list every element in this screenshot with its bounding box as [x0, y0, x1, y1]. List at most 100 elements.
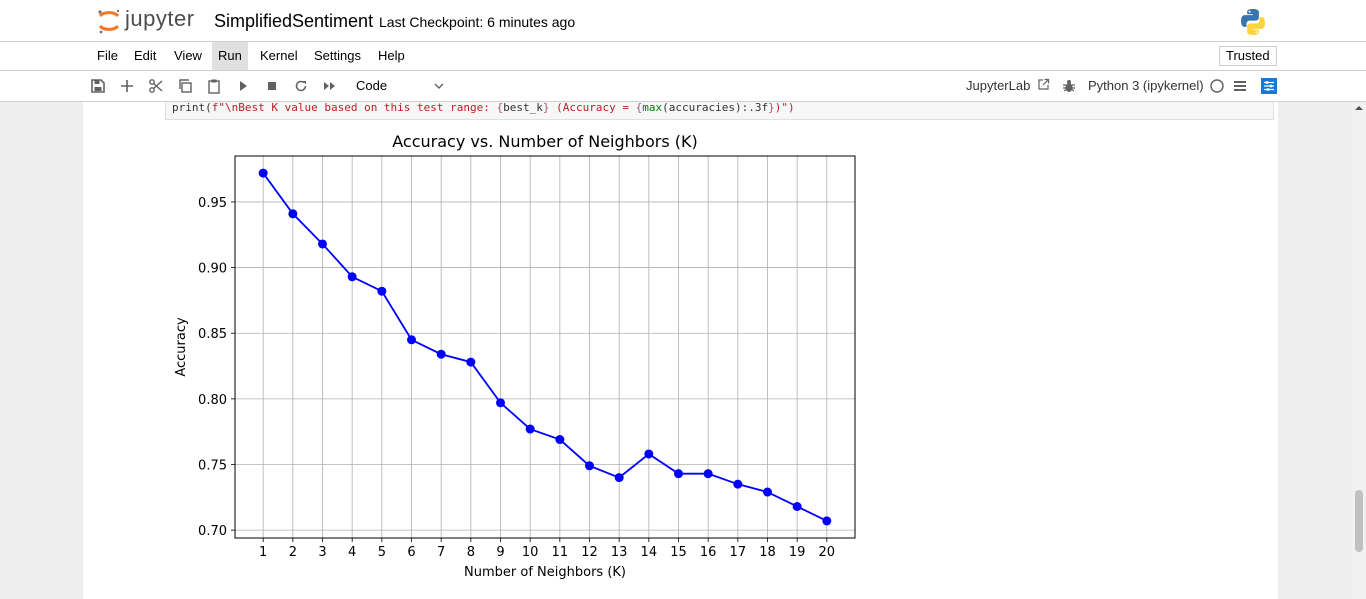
- x-tick-label: 12: [581, 545, 598, 560]
- code-token: )"): [774, 102, 795, 114]
- menu-file[interactable]: File: [97, 48, 118, 63]
- y-tick-label: 0.95: [198, 196, 227, 211]
- x-tick-label: 18: [759, 545, 776, 560]
- x-tick-label: 17: [730, 545, 747, 560]
- menu-kernel[interactable]: Kernel: [260, 48, 298, 63]
- data-point: [584, 461, 594, 471]
- cell-type-select[interactable]: Code: [350, 75, 448, 97]
- code-token: f"\nBest K value based on this test rang…: [211, 102, 497, 114]
- data-point: [822, 516, 832, 526]
- scroll-up-arrow-icon[interactable]: [1355, 104, 1363, 112]
- restart-icon[interactable]: [293, 78, 309, 94]
- data-point: [555, 435, 565, 445]
- data-point: [644, 449, 654, 459]
- paste-icon[interactable]: [206, 78, 222, 94]
- x-tick-label: 16: [700, 545, 717, 560]
- x-tick-label: 6: [407, 545, 415, 560]
- code-token: (accuracies):.3f: [662, 102, 769, 114]
- y-tick-label: 0.75: [198, 458, 227, 473]
- data-point: [377, 286, 387, 296]
- y-tick-label: 0.80: [198, 393, 227, 408]
- menu-edit[interactable]: Edit: [134, 48, 157, 63]
- x-tick-label: 10: [522, 545, 539, 560]
- checkpoint-status: Last Checkpoint: 6 minutes ago: [379, 14, 576, 30]
- stop-icon[interactable]: [264, 78, 280, 94]
- jupyterlab-link[interactable]: JupyterLab: [966, 78, 1050, 93]
- code-token: {: [496, 102, 504, 114]
- y-axis-label: Accuracy: [174, 317, 189, 377]
- kernel-status-idle-icon: [1210, 79, 1224, 93]
- code-token: {: [635, 102, 643, 114]
- code-token: (Accuracy =: [549, 102, 636, 114]
- restart-run-all-icon[interactable]: [322, 78, 338, 94]
- data-point: [496, 398, 506, 408]
- add-cell-icon[interactable]: [119, 78, 135, 94]
- jupyter-logo-icon[interactable]: [94, 6, 206, 36]
- data-point: [762, 487, 772, 497]
- data-point: [258, 168, 268, 178]
- x-tick-label: 19: [789, 545, 806, 560]
- x-tick-label: 9: [496, 545, 504, 560]
- plot-frame: [234, 155, 856, 539]
- menu-view[interactable]: View: [174, 48, 202, 63]
- menu-run[interactable]: Run: [212, 42, 248, 70]
- x-tick-label: 3: [318, 545, 326, 560]
- menu-help[interactable]: Help: [378, 48, 405, 63]
- copy-icon[interactable]: [177, 78, 193, 94]
- x-tick-label: 5: [378, 545, 386, 560]
- x-tick-label: 13: [611, 545, 628, 560]
- data-point: [318, 239, 328, 249]
- notebook-header: jupyter SimplifiedSentiment Last Checkpo…: [0, 0, 1366, 42]
- data-point: [733, 479, 743, 489]
- external-link-icon: [1038, 78, 1050, 90]
- data-point: [347, 272, 357, 282]
- x-tick-label: 7: [437, 545, 445, 560]
- scrollbar[interactable]: [1352, 102, 1366, 599]
- code-cell-input[interactable]: print(f"\nBest K value based on this tes…: [165, 102, 1274, 120]
- kernel-name[interactable]: Python 3 (ipykernel): [1088, 78, 1204, 93]
- y-tick-label: 0.70: [198, 524, 227, 539]
- data-point: [288, 209, 298, 219]
- x-tick-label: 4: [348, 545, 356, 560]
- trusted-indicator[interactable]: Trusted: [1219, 46, 1277, 66]
- run-icon[interactable]: [235, 78, 251, 94]
- menu-list-icon[interactable]: [1232, 78, 1248, 94]
- property-inspector-icon[interactable]: [1261, 78, 1277, 94]
- data-point: [466, 357, 476, 367]
- menu-settings[interactable]: Settings: [314, 48, 361, 63]
- x-tick-label: 1: [259, 545, 267, 560]
- x-tick-label: 15: [670, 545, 687, 560]
- data-point: [525, 424, 535, 434]
- code-token: max: [642, 102, 663, 114]
- jupyterlab-link-label: JupyterLab: [966, 78, 1031, 93]
- notebook-title[interactable]: SimplifiedSentiment: [214, 11, 374, 31]
- x-tick-label: 11: [552, 545, 569, 560]
- scrollbar-thumb[interactable]: [1355, 490, 1363, 552]
- y-tick-label: 0.90: [198, 262, 227, 277]
- accuracy-series-line: [262, 172, 828, 522]
- code-token: best_k: [503, 102, 543, 114]
- data-point: [673, 469, 683, 479]
- data-point: [407, 335, 417, 345]
- x-tick-label: 8: [467, 545, 475, 560]
- code-token: print(: [172, 102, 212, 114]
- x-tick-label: 2: [289, 545, 297, 560]
- data-point: [703, 469, 713, 479]
- notebook-panel: print(f"\nBest K value based on this tes…: [83, 102, 1278, 599]
- save-icon[interactable]: [90, 78, 106, 94]
- x-tick-label: 14: [641, 545, 658, 560]
- jupyter-wordmark: jupyter: [125, 6, 195, 31]
- y-tick-label: 0.85: [198, 327, 227, 342]
- code-token: }: [542, 102, 550, 114]
- accuracy-chart: 1 2 3 4 5 6 7 8 9 10 11 12 13 14 15 16 17 18 19 200.700.750…: [174, 132, 856, 580]
- code-token: }: [768, 102, 775, 114]
- data-point: [436, 349, 446, 359]
- cut-icon[interactable]: [148, 78, 164, 94]
- x-tick-label: 20: [819, 545, 836, 560]
- x-axis-label: Number of Neighbors (K): [464, 565, 626, 580]
- debugger-bug-icon[interactable]: [1061, 78, 1077, 94]
- data-point: [614, 473, 624, 483]
- chevron-down-icon: [434, 83, 444, 89]
- chart-title: Accuracy vs. Number of Neighbors (K): [392, 132, 697, 151]
- notebook-toolbar: Code JupyterLab Python 3 (ipykernel): [0, 71, 1366, 102]
